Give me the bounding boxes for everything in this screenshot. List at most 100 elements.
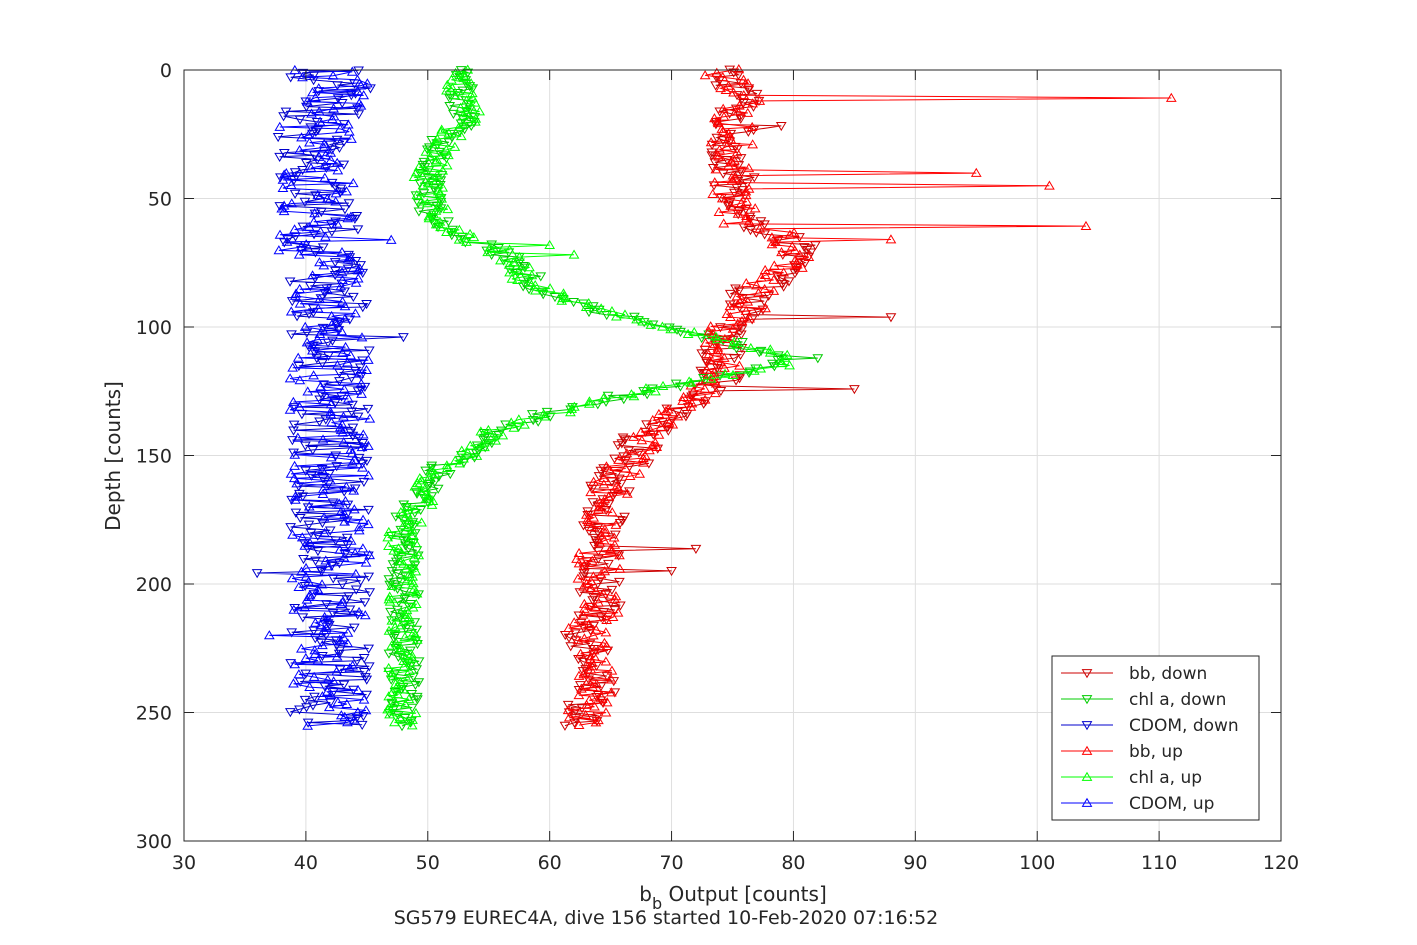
data-point bbox=[334, 634, 346, 644]
data-point bbox=[362, 354, 374, 364]
data-point bbox=[598, 464, 610, 474]
legend-item[interactable]: bb, up bbox=[1061, 742, 1183, 762]
data-point bbox=[617, 433, 629, 443]
data-point bbox=[614, 474, 625, 484]
data-point bbox=[315, 381, 327, 391]
data-point bbox=[441, 160, 453, 170]
data-point bbox=[301, 337, 313, 347]
data-point bbox=[383, 649, 395, 659]
legend[interactable]: bb, down chl a, down CDOM, down bb, up chl a… bbox=[1051, 655, 1260, 821]
data-point bbox=[309, 634, 321, 644]
legend-marker bbox=[1081, 695, 1093, 705]
data-point bbox=[725, 200, 737, 210]
data-point bbox=[410, 707, 422, 718]
data-point bbox=[610, 591, 622, 601]
data-point bbox=[299, 197, 311, 207]
data-point bbox=[418, 157, 430, 168]
data-point bbox=[736, 293, 748, 303]
data-point bbox=[343, 126, 355, 136]
data-point bbox=[885, 313, 897, 323]
data-point bbox=[429, 139, 441, 149]
data-point bbox=[449, 90, 461, 100]
data-point bbox=[347, 423, 359, 433]
data-point bbox=[635, 426, 647, 436]
data-point bbox=[288, 472, 300, 483]
data-point bbox=[352, 85, 364, 96]
data-point bbox=[778, 282, 790, 292]
data-point bbox=[640, 383, 652, 393]
data-point bbox=[411, 692, 423, 703]
data-point bbox=[294, 401, 305, 411]
data-point bbox=[583, 308, 595, 318]
data-point bbox=[427, 495, 439, 505]
data-point bbox=[337, 427, 349, 437]
data-point bbox=[585, 486, 597, 497]
y-tick-label: 0 bbox=[160, 60, 172, 82]
data-point bbox=[339, 711, 351, 721]
data-point bbox=[392, 689, 404, 699]
data-point bbox=[1044, 180, 1055, 190]
data-point bbox=[284, 404, 296, 414]
data-point bbox=[328, 103, 339, 113]
data-point bbox=[294, 298, 306, 308]
data-point bbox=[1080, 220, 1092, 230]
data-point bbox=[708, 367, 720, 377]
data-point bbox=[395, 507, 407, 517]
data-point bbox=[285, 306, 297, 316]
data-point bbox=[342, 213, 354, 223]
data-point bbox=[773, 351, 784, 361]
data-point bbox=[578, 569, 590, 579]
data-point bbox=[637, 316, 649, 326]
data-point bbox=[301, 102, 312, 112]
data-point bbox=[389, 697, 401, 707]
data-point bbox=[709, 177, 721, 187]
data-point bbox=[318, 260, 330, 270]
data-point bbox=[742, 107, 754, 117]
data-point bbox=[571, 553, 582, 563]
data-point bbox=[330, 636, 342, 646]
data-point bbox=[690, 544, 702, 554]
data-point bbox=[595, 691, 607, 701]
data-point bbox=[353, 606, 365, 617]
legend-item[interactable]: chl a, down bbox=[1061, 690, 1226, 710]
data-point bbox=[336, 246, 348, 257]
data-point bbox=[317, 691, 328, 701]
data-point bbox=[777, 250, 789, 260]
data-point bbox=[363, 662, 375, 672]
data-point bbox=[779, 352, 791, 362]
legend-label: CDOM, down bbox=[1129, 716, 1239, 736]
data-point bbox=[359, 598, 371, 608]
data-point bbox=[364, 413, 376, 423]
data-point bbox=[602, 391, 614, 401]
data-point bbox=[660, 405, 672, 415]
data-point bbox=[473, 447, 484, 457]
data-point bbox=[784, 360, 795, 370]
data-point bbox=[312, 547, 324, 557]
data-point bbox=[413, 162, 425, 172]
data-point bbox=[486, 432, 498, 442]
data-point bbox=[701, 358, 713, 369]
data-point bbox=[338, 411, 349, 421]
data-point bbox=[581, 699, 592, 709]
data-point bbox=[730, 284, 741, 294]
data-point bbox=[696, 349, 708, 359]
data-point bbox=[587, 681, 599, 691]
data-point bbox=[584, 639, 596, 649]
data-point bbox=[347, 292, 359, 302]
data-point bbox=[614, 550, 625, 560]
data-point bbox=[588, 476, 600, 486]
data-point bbox=[402, 521, 414, 532]
data-point bbox=[699, 70, 711, 80]
legend-item[interactable]: bb, down bbox=[1061, 664, 1207, 684]
data-point bbox=[317, 652, 328, 662]
legend-item[interactable]: CDOM, up bbox=[1061, 794, 1214, 814]
data-point bbox=[732, 299, 744, 309]
data-point bbox=[321, 193, 333, 203]
legend-item[interactable]: chl a, up bbox=[1061, 768, 1202, 788]
data-point bbox=[563, 622, 575, 632]
data-point bbox=[742, 127, 754, 137]
data-point bbox=[406, 524, 418, 534]
data-point bbox=[317, 518, 328, 529]
data-point bbox=[677, 395, 688, 405]
legend-item[interactable]: CDOM, down bbox=[1061, 716, 1239, 736]
